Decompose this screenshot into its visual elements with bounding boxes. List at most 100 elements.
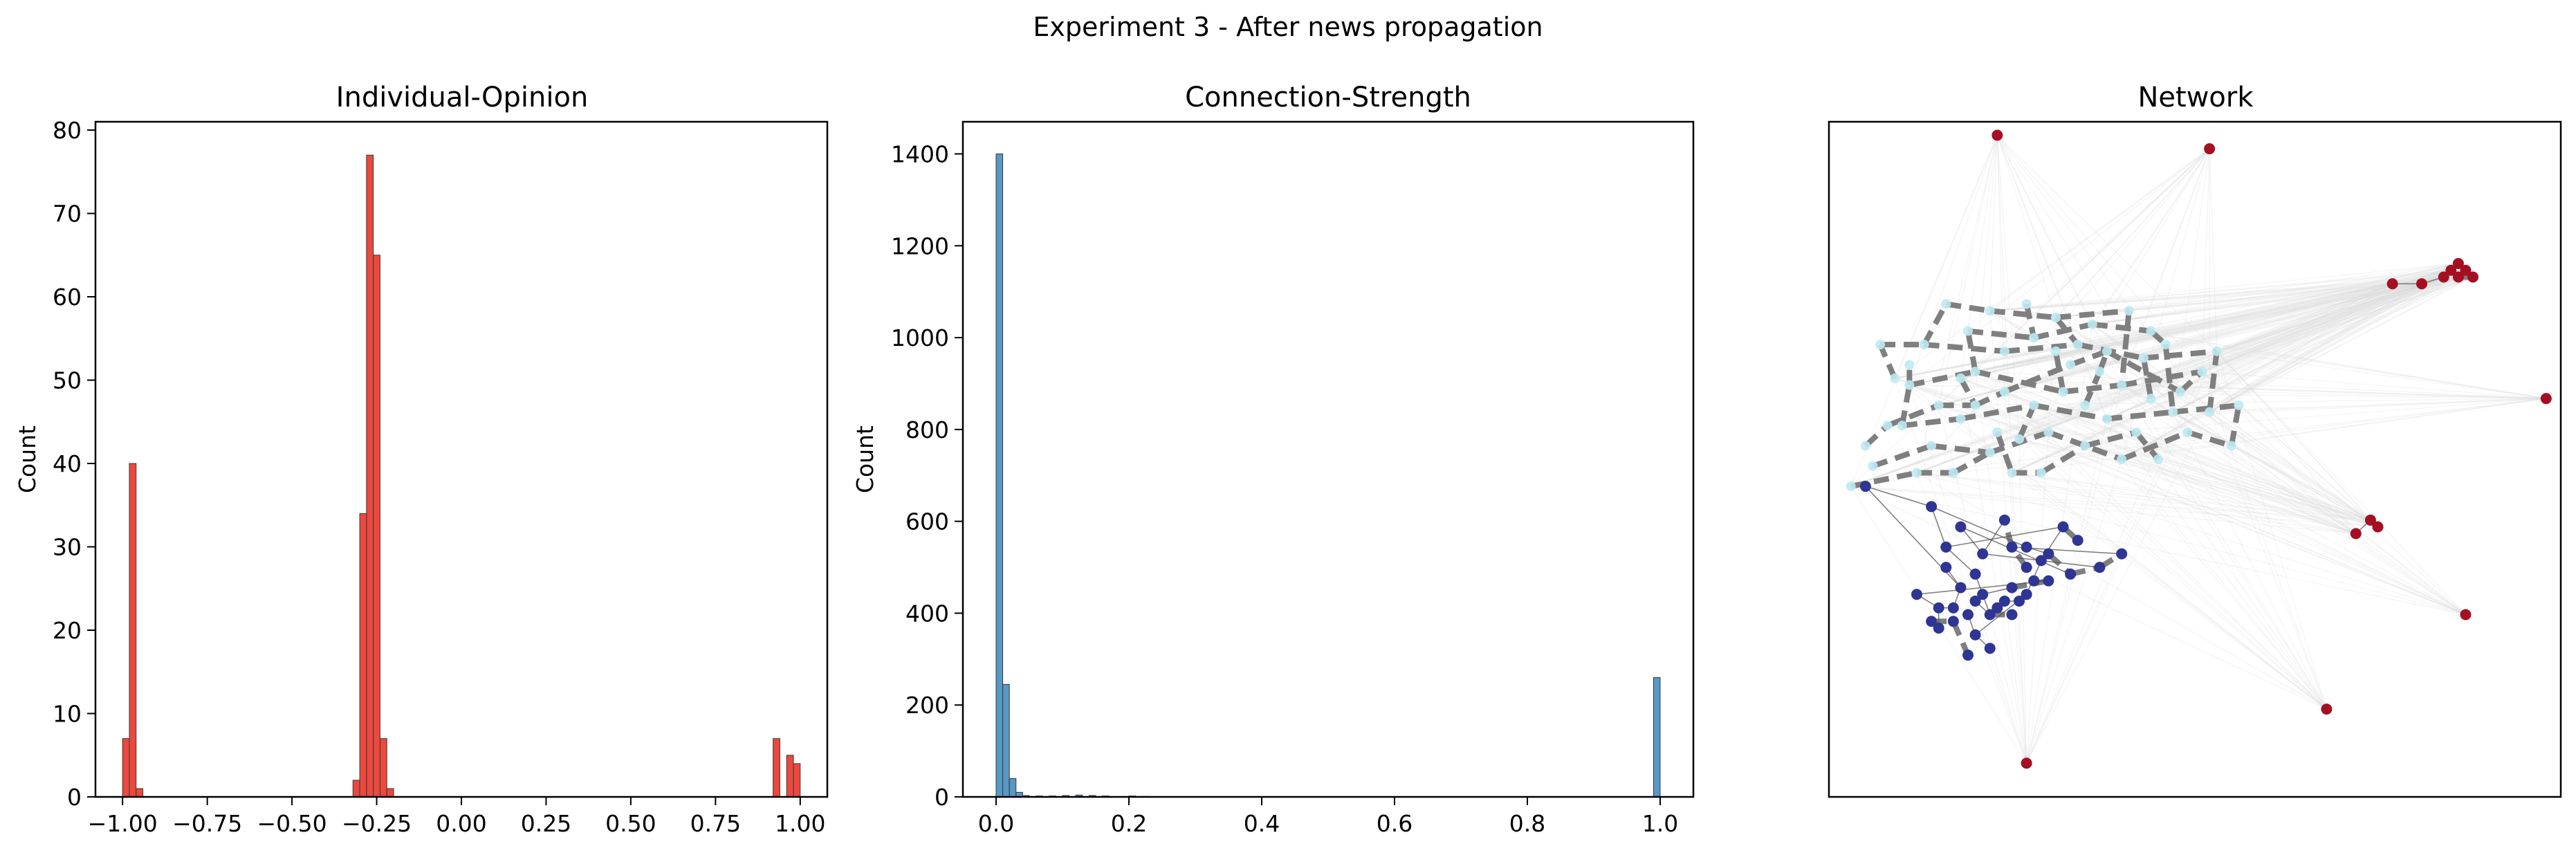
background-edge bbox=[1960, 283, 2393, 379]
background-edge bbox=[1916, 472, 2356, 535]
network-edge-dashed bbox=[2053, 315, 2080, 347]
background-edge bbox=[1938, 405, 2027, 764]
background-edge bbox=[1895, 276, 2474, 379]
background-edge bbox=[1989, 269, 2466, 312]
background-edge bbox=[2012, 276, 2459, 474]
network-node bbox=[2116, 548, 2128, 560]
background-edge bbox=[1850, 276, 2474, 487]
network-edge-dashed bbox=[2119, 310, 2132, 386]
connection-histogram-ylabel: Count bbox=[852, 425, 878, 493]
background-edge bbox=[2012, 398, 2546, 474]
network-edge-dashed bbox=[2228, 405, 2242, 447]
background-edge bbox=[2209, 412, 2466, 616]
network-node bbox=[1985, 306, 1995, 316]
network-node bbox=[2460, 264, 2472, 276]
background-edge bbox=[2216, 276, 2444, 352]
background-edge bbox=[2209, 263, 2459, 413]
histogram-bar bbox=[352, 780, 360, 798]
background-edge bbox=[1960, 263, 2459, 379]
background-edge bbox=[2172, 270, 2451, 413]
background-edge bbox=[1960, 378, 2027, 764]
background-edge bbox=[1909, 384, 2378, 528]
connection-histogram-panel: Connection-Strength 0.0 0.2 0.4 0.6 0.8 1.0 0 2… bbox=[852, 82, 1695, 837]
network-node bbox=[2416, 278, 2427, 290]
background-edge bbox=[2012, 472, 2356, 535]
background-edge bbox=[2172, 148, 2210, 412]
background-edge bbox=[2121, 270, 2451, 386]
network-node bbox=[2117, 380, 2127, 390]
background-edge bbox=[1989, 276, 2458, 312]
y-tick-label: 200 bbox=[905, 692, 949, 719]
network-edge-thin bbox=[1931, 506, 2027, 548]
background-edge bbox=[2019, 398, 2546, 440]
background-edge bbox=[2202, 371, 2357, 534]
network-node bbox=[1875, 340, 1886, 350]
network-node bbox=[2050, 313, 2061, 323]
background-edge bbox=[2172, 283, 2393, 413]
network-node bbox=[1933, 400, 1944, 410]
background-edge bbox=[1938, 283, 2422, 406]
network-node bbox=[1948, 468, 1958, 478]
background-edge bbox=[2216, 351, 2357, 534]
histogram-bar bbox=[995, 153, 1004, 798]
network-edge-dashed bbox=[2033, 402, 2108, 422]
network-edge-dashed bbox=[1886, 403, 1940, 428]
y-tick-label: 400 bbox=[905, 600, 949, 627]
network-node bbox=[1984, 643, 1996, 654]
network-edge-dashed bbox=[2207, 351, 2220, 413]
histogram-bar bbox=[373, 255, 380, 798]
network-node bbox=[2226, 441, 2236, 451]
y-tick-label: 60 bbox=[53, 284, 82, 311]
background-edge bbox=[2216, 283, 2393, 352]
network-edge-dashed bbox=[1967, 328, 2034, 341]
background-edge bbox=[1960, 283, 2422, 379]
x-tick-label: 0.50 bbox=[605, 810, 656, 837]
background-edge bbox=[2055, 276, 2444, 318]
network-edge-dashed bbox=[2187, 430, 2233, 449]
network-node bbox=[1962, 650, 1974, 661]
background-edge bbox=[2055, 148, 2210, 318]
background-edge bbox=[2202, 283, 2422, 372]
network-node bbox=[1933, 623, 1944, 634]
y-tick-label: 1400 bbox=[891, 140, 949, 167]
background-edge bbox=[1960, 269, 2466, 379]
network-edge-dashed bbox=[2172, 402, 2239, 415]
network-node bbox=[2006, 582, 2018, 594]
background-edge bbox=[1975, 283, 2422, 372]
background-edge bbox=[2121, 384, 2371, 521]
network-edge-dashed bbox=[2120, 430, 2189, 462]
network-node bbox=[2036, 468, 2046, 478]
opinion-histogram-panel: Individual-Opinion −1.00 −0.75 −0.50 −0.25 0… bbox=[14, 82, 829, 837]
background-edge bbox=[1974, 371, 2027, 764]
background-edge bbox=[1989, 283, 2422, 312]
background-edge bbox=[2055, 317, 2328, 710]
network-node bbox=[1992, 427, 2003, 437]
background-edge bbox=[2025, 324, 2093, 764]
background-edge bbox=[1989, 269, 2451, 312]
x-tick-label: 0.8 bbox=[1509, 810, 1545, 837]
network-node bbox=[1947, 602, 1959, 614]
background-edge bbox=[1975, 371, 2327, 710]
histogram-bar bbox=[136, 788, 144, 798]
background-edge bbox=[2012, 472, 2371, 521]
background-edge bbox=[2201, 371, 2328, 710]
background-edge bbox=[1909, 276, 2474, 386]
background-edge bbox=[1989, 283, 2393, 312]
network-edge-thin bbox=[1945, 546, 1976, 575]
background-edge bbox=[1975, 371, 2546, 399]
network-node bbox=[2095, 367, 2105, 377]
background-edge bbox=[2092, 324, 2328, 710]
network-edge-dashed bbox=[2162, 344, 2176, 413]
background-edge bbox=[2012, 276, 2474, 474]
background-edge bbox=[2018, 438, 2378, 528]
network-node bbox=[1882, 421, 1893, 431]
network-edge-dashed bbox=[1924, 342, 2005, 354]
background-edge bbox=[2172, 263, 2459, 413]
network-edge-dashed bbox=[2134, 430, 2161, 461]
network-edge-dashed bbox=[2016, 404, 2036, 441]
background-edge bbox=[2122, 459, 2378, 528]
network-node bbox=[2321, 704, 2333, 715]
y-tick-label: 30 bbox=[53, 534, 82, 561]
background-edge bbox=[2202, 371, 2371, 521]
network-node bbox=[1955, 582, 1967, 594]
